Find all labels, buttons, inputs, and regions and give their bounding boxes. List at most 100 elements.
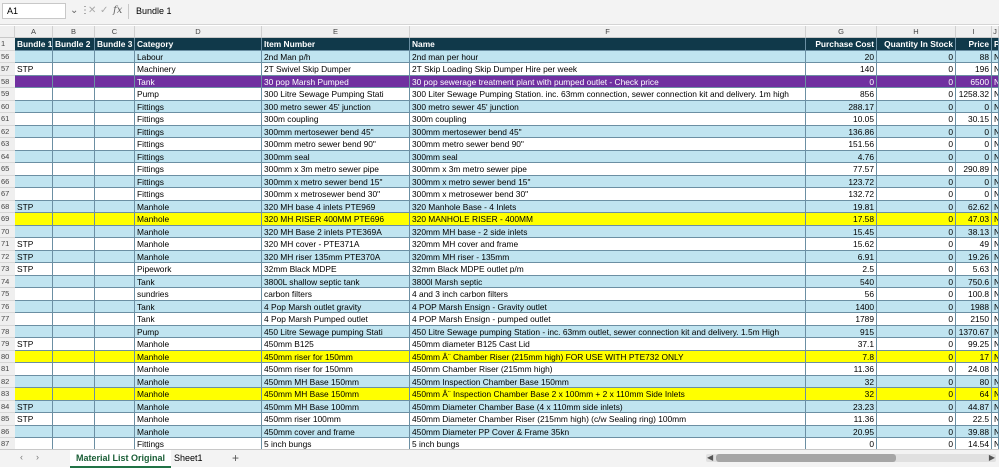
table-cell[interactable]: Manhole [135, 350, 262, 363]
table-cell[interactable]: 24.08 [956, 363, 992, 376]
table-cell[interactable]: 80 [956, 375, 992, 388]
tab-sheet1[interactable]: Sheet1 [174, 453, 203, 463]
table-cell[interactable]: N [992, 338, 999, 351]
table-cell[interactable]: N [992, 225, 999, 238]
table-cell[interactable]: Manhole [135, 375, 262, 388]
column-title-cell[interactable]: Item Number [262, 38, 410, 51]
table-cell[interactable] [95, 400, 135, 413]
table-cell[interactable]: 0 [877, 288, 956, 301]
column-header[interactable]: C [95, 26, 135, 37]
table-cell[interactable]: Pump [135, 325, 262, 338]
table-cell[interactable] [15, 213, 53, 226]
table-cell[interactable]: N [992, 63, 999, 76]
row-number[interactable]: 70 [0, 225, 15, 238]
table-cell[interactable] [53, 388, 95, 401]
row-number[interactable]: 64 [0, 150, 15, 163]
table-cell[interactable]: 64 [956, 388, 992, 401]
table-cell[interactable]: 320 Manhole Base - 4 Inlets [410, 200, 806, 213]
table-cell[interactable]: N [992, 188, 999, 201]
table-cell[interactable]: 4 Pop Marsh outlet gravity [262, 300, 410, 313]
table-cell[interactable]: 0 [877, 375, 956, 388]
table-cell[interactable]: 0 [956, 125, 992, 138]
table-cell[interactable] [95, 413, 135, 426]
table-cell[interactable]: 320 MH RISER 400MM PTE696 [262, 213, 410, 226]
table-cell[interactable]: 300mm seal [410, 150, 806, 163]
table-cell[interactable]: 0 [877, 100, 956, 113]
table-cell[interactable]: STP [15, 238, 53, 251]
table-cell[interactable] [95, 275, 135, 288]
table-cell[interactable]: 136.86 [806, 125, 877, 138]
table-cell[interactable]: Pipework [135, 263, 262, 276]
row-number[interactable]: 58 [0, 75, 15, 88]
table-cell[interactable]: 0 [877, 313, 956, 326]
table-cell[interactable]: 62.62 [956, 200, 992, 213]
column-header[interactable]: B [53, 26, 95, 37]
table-cell[interactable]: 320mm MH riser - 135mm [410, 250, 806, 263]
table-cell[interactable]: 39.88 [956, 425, 992, 438]
table-cell[interactable]: 450mm riser 100mm [262, 413, 410, 426]
table-cell[interactable]: Labour [135, 50, 262, 63]
table-cell[interactable]: N [992, 150, 999, 163]
table-cell[interactable]: 38.13 [956, 225, 992, 238]
table-cell[interactable]: 450mm riser for 150mm [262, 350, 410, 363]
table-cell[interactable] [53, 413, 95, 426]
table-cell[interactable]: sundries [135, 288, 262, 301]
row-number[interactable]: 69 [0, 213, 15, 226]
table-cell[interactable]: 300mm mertosewer bend 45" [262, 125, 410, 138]
table-cell[interactable]: N [992, 100, 999, 113]
row-number[interactable]: 57 [0, 63, 15, 76]
table-cell[interactable]: N [992, 363, 999, 376]
row-number[interactable]: 68 [0, 200, 15, 213]
table-cell[interactable] [95, 63, 135, 76]
table-cell[interactable]: 0 [877, 263, 956, 276]
table-cell[interactable] [15, 75, 53, 88]
table-cell[interactable] [53, 350, 95, 363]
table-cell[interactable] [53, 425, 95, 438]
table-cell[interactable] [95, 138, 135, 151]
table-cell[interactable]: Manhole [135, 250, 262, 263]
table-cell[interactable] [53, 175, 95, 188]
table-cell[interactable]: STP [15, 200, 53, 213]
table-cell[interactable]: 0 [877, 350, 956, 363]
table-cell[interactable]: 0 [877, 250, 956, 263]
table-cell[interactable]: 2T Skip Loading Skip Dumper Hire per wee… [410, 63, 806, 76]
table-cell[interactable]: 450mm diameter B125 Cast Lid [410, 338, 806, 351]
table-cell[interactable]: 0 [877, 50, 956, 63]
table-cell[interactable]: 2150 [956, 313, 992, 326]
table-cell[interactable] [95, 263, 135, 276]
table-cell[interactable]: 450 Litre Sewage pumping Station - inc. … [410, 325, 806, 338]
row-number[interactable]: 72 [0, 250, 15, 263]
table-cell[interactable]: N [992, 350, 999, 363]
table-cell[interactable]: 915 [806, 325, 877, 338]
table-cell[interactable]: 0 [877, 163, 956, 176]
table-cell[interactable]: 4 POP Marsh Ensign - pumped outlet [410, 313, 806, 326]
table-cell[interactable] [95, 288, 135, 301]
chevron-down-icon[interactable]: ⌄ [70, 5, 79, 16]
column-header[interactable]: I [956, 26, 992, 37]
table-cell[interactable]: 49 [956, 238, 992, 251]
table-cell[interactable]: N [992, 163, 999, 176]
table-cell[interactable] [15, 175, 53, 188]
next-sheet-icon[interactable]: › [36, 452, 39, 462]
table-cell[interactable] [95, 363, 135, 376]
table-cell[interactable] [95, 150, 135, 163]
table-cell[interactable]: 320 MH Base 2 inlets PTE369A [262, 225, 410, 238]
column-header[interactable]: J [992, 26, 999, 37]
table-cell[interactable]: 288.17 [806, 100, 877, 113]
column-header[interactable]: E [262, 26, 410, 37]
table-cell[interactable] [95, 175, 135, 188]
table-cell[interactable] [15, 388, 53, 401]
table-cell[interactable]: 20 [806, 50, 877, 63]
table-cell[interactable]: 300 Liter Sewage Pumping Station. inc. 6… [410, 88, 806, 101]
table-cell[interactable]: Fittings [135, 175, 262, 188]
table-cell[interactable]: N [992, 213, 999, 226]
table-cell[interactable]: 1988 [956, 300, 992, 313]
table-cell[interactable]: N [992, 425, 999, 438]
table-cell[interactable]: N [992, 250, 999, 263]
column-title-cell[interactable]: Purchase Cost [806, 38, 877, 51]
column-title-cell[interactable]: Quantity In Stock [877, 38, 956, 51]
table-cell[interactable]: Machinery [135, 63, 262, 76]
table-cell[interactable]: 0 [877, 425, 956, 438]
table-cell[interactable]: 0 [877, 63, 956, 76]
row-number[interactable]: 60 [0, 100, 15, 113]
